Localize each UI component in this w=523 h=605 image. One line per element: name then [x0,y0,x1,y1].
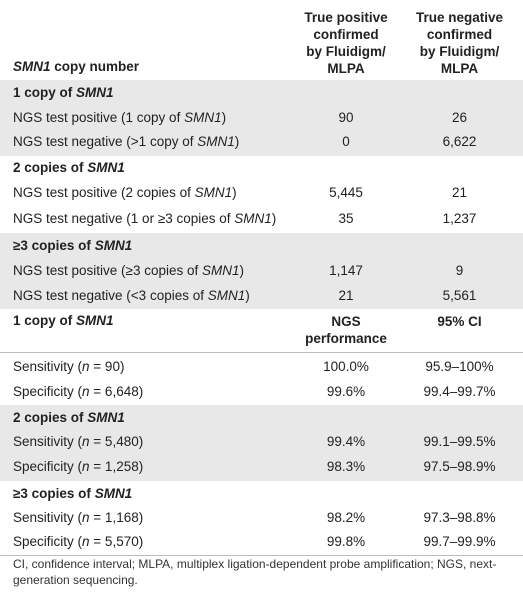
row-label: NGS test negative (1 or ≥3 copies of SMN… [13,211,277,226]
row-true-positive: 5,445 [329,185,363,200]
row-label: Sensitivity (n = 5,480) [13,434,144,449]
table-row: Specificity (n = 6,648) 99.6% 99.4–99.7% [0,380,523,404]
row-label: Specificity (n = 1,258) [13,459,144,474]
row-true-positive: 35 [338,211,354,226]
header-95-ci: 95% CI [437,314,482,329]
row-ci: 97.5–98.9% [423,459,496,474]
performance-header: 1 copy of SMN1 NGS performance 95% CI [0,310,523,352]
footnote-divider [0,555,523,556]
row-ci: 99.1–99.5% [423,434,496,449]
header-tp-line: MLPA [327,61,365,76]
row-true-negative: 21 [451,185,468,200]
row-label: Sensitivity (n = 90) [13,359,125,374]
row-performance: 98.3% [326,459,366,474]
table-row: Sensitivity (n = 1,168) 98.2% 97.3–98.8% [0,506,523,530]
header-tn-line: True negative [415,10,504,25]
row-true-positive: 90 [338,110,354,125]
row-true-negative: 9 [455,263,464,278]
row-ci: 99.7–99.9% [423,534,496,549]
row-ci: 95.9–100% [425,359,494,374]
row-true-positive: 1,147 [329,263,363,278]
table-row: Sensitivity (n = 5,480) 99.4% 99.1–99.5% [0,430,523,454]
section-3-bg [0,233,523,309]
row-performance: 99.4% [326,434,366,449]
header-tn-line: by Fluidigm/ [419,44,500,59]
table-footnote: CI, confidence interval; MLPA, multiplex… [13,557,497,587]
section-title: 2 copies of SMN1 [0,406,523,430]
table-row: NGS test positive (≥3 copies of SMN1) 1,… [0,259,523,283]
section-title: ≥3 copies of SMN1 [0,482,523,506]
row-label: NGS test negative (>1 copy of SMN1) [13,134,240,149]
header-perf-line: NGS [331,314,361,329]
row-ci: 99.4–99.7% [423,384,496,399]
table-row: Specificity (n = 1,258) 98.3% 97.5–98.9% [0,455,523,479]
header-true-negative: True negative confirmed by Fluidigm/ MLP… [396,9,523,80]
header-tp-line: by Fluidigm/ [306,44,386,59]
header-tn-line: MLPA [440,61,479,76]
perf-section-2-title: 2 copies of SMN1 [13,410,125,425]
table-row: Sensitivity (n = 90) 100.0% 95.9–100% [0,355,523,379]
row-true-negative: 1,237 [442,211,477,226]
section-1-bg [0,80,523,156]
header-tp-line: True positive [304,10,388,25]
header-copy-number: SMN1 copy number [13,59,140,74]
header-divider [0,352,523,353]
table-row: Specificity (n = 5,570) 99.8% 99.7–99.9% [0,530,523,554]
row-performance: 99.8% [326,534,366,549]
header-tp-line: confirmed [313,27,379,42]
row-label: Specificity (n = 6,648) [13,384,144,399]
row-true-negative: 26 [451,110,468,125]
header-perf-line: performance [305,331,387,346]
perf-section-1-title: 1 copy of SMN1 [13,313,114,328]
section-title: 2 copies of SMN1 [0,157,523,179]
row-label: NGS test negative (<3 copies of SMN1) [13,288,250,303]
row-label: NGS test positive (2 copies of SMN1) [13,185,237,200]
row-performance: 98.2% [326,510,366,525]
header-true-positive: True positive confirmed by Fluidigm/ MLP… [296,9,396,80]
section-1-title: 1 copy of SMN1 [13,85,114,100]
section-3-title: ≥3 copies of SMN1 [13,238,133,253]
table-row: NGS test negative (1 or ≥3 copies of SMN… [0,207,523,231]
section-title: 1 copy of SMN1 [0,82,523,104]
row-label: Specificity (n = 5,570) [13,534,144,549]
row-label: NGS test positive (≥3 copies of SMN1) [13,263,245,278]
table-row: NGS test positive (2 copies of SMN1) 5,4… [0,181,523,205]
header-tn-line: confirmed [426,27,493,42]
table-row: NGS test positive (1 copy of SMN1) 90 26 [0,107,523,129]
row-label: NGS test positive (1 copy of SMN1) [13,110,227,125]
table-header: SMN1 copy number True positive confirmed… [0,0,523,80]
row-true-positive: 21 [338,288,354,303]
perf-section-2-bg [0,405,523,481]
row-performance: 100.0% [323,359,369,374]
row-true-negative: 6,622 [442,134,477,149]
row-true-positive: 0 [342,134,350,149]
table-row: NGS test negative (<3 copies of SMN1) 21… [0,284,523,308]
section-title: ≥3 copies of SMN1 [0,235,523,257]
table-row: NGS test negative (>1 copy of SMN1) 0 6,… [0,131,523,153]
row-label: Sensitivity (n = 1,168) [13,510,144,525]
row-performance: 99.6% [326,384,366,399]
header-ngs-performance: NGS performance [296,310,396,347]
perf-section-3-title: ≥3 copies of SMN1 [13,486,133,501]
row-true-negative: 5,561 [442,288,477,303]
row-ci: 97.3–98.8% [423,510,496,525]
section-2-title: 2 copies of SMN1 [13,160,125,175]
